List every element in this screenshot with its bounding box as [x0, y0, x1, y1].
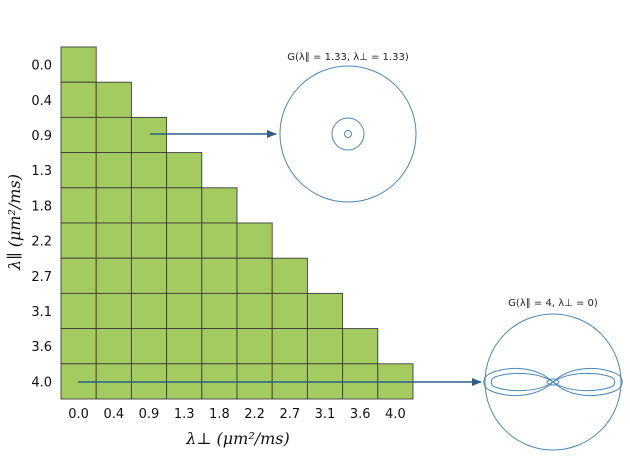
x-tick-label: 0.0: [68, 407, 89, 422]
grid-cell: [166, 328, 203, 365]
inset-isotropic-middle-circle: [331, 117, 365, 151]
x-tick-label: 0.4: [103, 407, 124, 422]
y-tick-label: 4.0: [31, 375, 52, 390]
grid-cell: [166, 187, 203, 224]
inset-isotropic-title: G(λ∥ = 1.33, λ⊥ = 1.33): [287, 52, 409, 63]
y-tick-labels: 0.0 0.4 0.9 1.3 1.8 2.2 2.7 3.1 3.6 4.0: [31, 59, 52, 391]
grid-cell: [130, 152, 168, 189]
grid-cell: [60, 222, 97, 259]
grid-cell: [166, 152, 203, 189]
grid-cell: [236, 328, 273, 365]
grid-cell: [60, 187, 97, 224]
grid-cell: [95, 187, 132, 224]
x-tick-label: 3.6: [350, 407, 371, 422]
grid-cell: [95, 257, 132, 294]
y-tick-label: 3.6: [31, 340, 52, 355]
grid-cell: [236, 257, 273, 294]
inset-anisotropic-outer-circle: [484, 313, 622, 451]
grid-cell: [95, 292, 132, 330]
x-tick-label: 0.9: [139, 407, 160, 422]
y-tick-label: 1.3: [31, 164, 52, 179]
x-tick-label: 2.7: [279, 407, 300, 422]
grid-cell: [306, 328, 344, 365]
x-tick-label: 1.3: [174, 407, 195, 422]
grid-cell: [95, 81, 132, 118]
grid-cell: [95, 116, 132, 154]
grid-cell: [130, 187, 168, 224]
x-tick-label: 3.1: [315, 407, 336, 422]
y-tick-label: 0.0: [31, 59, 52, 74]
y-axis-label: λ∥ (μm²/ms): [5, 174, 24, 271]
grid-cell: [166, 292, 203, 330]
inset-anisotropic-title: G(λ∥ = 4, λ⊥ = 0): [508, 298, 598, 309]
grid-cell: [60, 46, 97, 83]
grid-cell: [342, 328, 379, 365]
grid-cell: [60, 116, 97, 154]
x-tick-label: 2.2: [244, 407, 265, 422]
y-tick-label: 0.9: [31, 129, 52, 144]
inset-isotropic-inner-circle: [344, 130, 352, 138]
grid-cell: [236, 292, 273, 330]
grid-cell: [130, 257, 168, 294]
y-tick-label: 3.1: [31, 305, 52, 320]
grid-cell: [271, 328, 308, 365]
y-tick-label: 2.7: [31, 270, 52, 285]
grid-cell: [201, 222, 238, 259]
grid-cell: [60, 328, 97, 365]
grid-cell: [60, 152, 97, 189]
grid-cell: [95, 152, 132, 189]
x-tick-labels: 0.0 0.4 0.9 1.3 1.8 2.2 2.7 3.1 3.6 4.0: [68, 407, 405, 422]
grid-cell: [95, 328, 132, 365]
grid-cell: [201, 257, 238, 294]
grid-cell: [201, 292, 238, 330]
grid-cell: [130, 222, 168, 259]
grid-cell: [271, 292, 308, 330]
x-axis-label: λ⊥ (μm²/ms): [185, 429, 290, 448]
grid-cell: [271, 257, 308, 294]
grid-cell: [166, 257, 203, 294]
grid-cell: [95, 222, 132, 259]
grid-cell: [60, 81, 97, 118]
y-tick-label: 0.4: [31, 94, 52, 109]
inset-anisotropic-lobes-inner: [490, 372, 616, 392]
grid-cell: [130, 116, 168, 154]
grid-cell: [166, 222, 203, 259]
grid-cell: [60, 292, 97, 330]
grid-cell: [236, 222, 273, 259]
y-tick-label: 1.8: [31, 199, 52, 214]
y-tick-label: 2.2: [31, 235, 52, 250]
inset-anisotropic-center-loop: [546, 378, 560, 386]
grid-cell: [201, 328, 238, 365]
inset-isotropic: G(λ∥ = 1.33, λ⊥ = 1.33): [279, 52, 417, 203]
grid-cell: [201, 187, 238, 224]
x-tick-label: 1.8: [209, 407, 230, 422]
parameter-grid: [60, 46, 414, 400]
grid-cell: [130, 292, 168, 330]
grid-cell: [60, 257, 97, 294]
inset-anisotropic: G(λ∥ = 4, λ⊥ = 0): [483, 298, 623, 451]
grid-cell: [130, 328, 168, 365]
inset-isotropic-outer-circle: [279, 65, 417, 203]
grid-cell: [306, 292, 344, 330]
x-tick-label: 4.0: [385, 407, 406, 422]
